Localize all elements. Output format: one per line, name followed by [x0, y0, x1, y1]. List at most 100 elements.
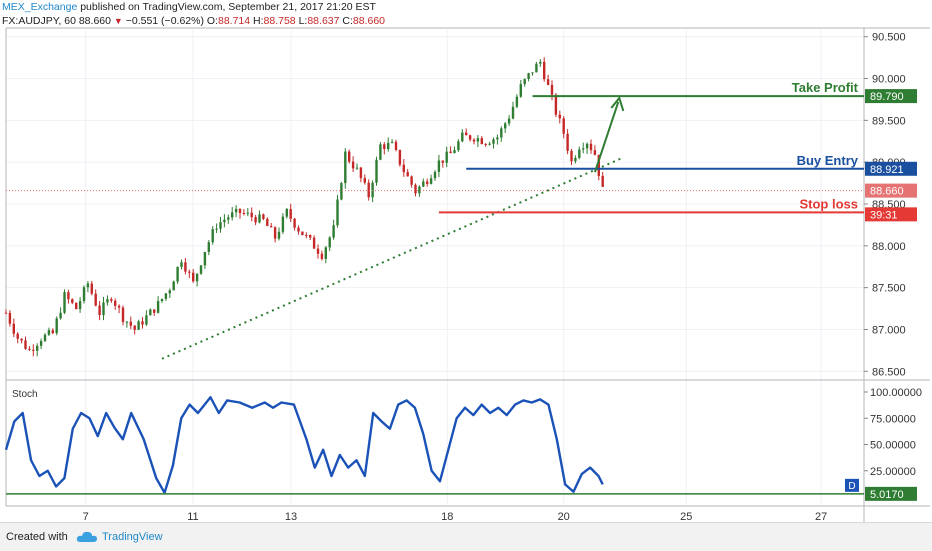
candle-body: [570, 150, 573, 162]
candle-body: [12, 323, 15, 334]
candle-body: [78, 301, 82, 310]
stoch-series: Stoch: [4, 389, 864, 495]
candle-body: [328, 237, 331, 248]
candle-body: [258, 214, 261, 223]
published-text: published on TradingView.com, September …: [77, 1, 376, 13]
candle-body: [145, 315, 148, 325]
candles-series: [4, 57, 604, 357]
candle-body: [422, 181, 425, 187]
candle-body: [289, 209, 292, 219]
candle-body: [429, 178, 433, 184]
candle-body: [367, 182, 370, 198]
candle-body: [234, 208, 238, 213]
stoch-panel-bg: [6, 382, 864, 505]
candle-body: [507, 118, 511, 124]
candle-body: [316, 248, 320, 254]
price-tick-label: 87.000: [872, 324, 906, 336]
candle-body: [511, 106, 515, 119]
candle-body: [301, 231, 304, 235]
last-price: 88.660: [78, 15, 111, 27]
stop-loss-price-tag: 39:31: [870, 209, 898, 221]
candle-body: [137, 321, 140, 330]
candle-body: [94, 293, 97, 306]
candle-body: [242, 212, 246, 214]
candle-body: [387, 142, 390, 150]
candle-body: [176, 266, 179, 282]
created-with-text: Created with: [6, 531, 68, 543]
price-axis: 90.50090.00089.50089.00088.50088.00087.5…: [864, 32, 917, 378]
candle-body: [585, 143, 589, 149]
time-tick-label: 7: [83, 511, 89, 522]
candle-body: [566, 133, 569, 151]
candle-body: [488, 143, 491, 145]
candle-body: [133, 325, 136, 330]
candle-body: [195, 273, 199, 282]
tradingview-link[interactable]: TradingView: [102, 531, 163, 543]
candle-body: [500, 128, 503, 138]
candle-body: [554, 94, 558, 115]
symbol-label[interactable]: FX:AUDJPY, 60: [2, 15, 76, 27]
candle-body: [254, 217, 257, 223]
candle-body: [273, 227, 277, 239]
candle-body: [519, 84, 522, 97]
open-label: O:: [206, 15, 218, 27]
candle-body: [82, 287, 86, 302]
candle-body: [8, 312, 12, 324]
candle-body: [43, 334, 47, 341]
candle-body: [207, 242, 210, 252]
candle-body: [379, 144, 382, 160]
candle-body: [71, 299, 74, 303]
time-tick-label: 11: [187, 511, 198, 522]
candle-body: [472, 139, 476, 142]
candle-body: [480, 138, 483, 144]
price-tick-label: 86.500: [872, 366, 906, 378]
candle-body: [86, 283, 90, 288]
candle-body: [168, 290, 171, 294]
candle-body: [550, 84, 554, 95]
candle-body: [394, 141, 398, 150]
candle-body: [390, 141, 394, 143]
take-profit-price-tag: 89.790: [870, 91, 904, 103]
candle-body: [188, 271, 191, 273]
candle-body: [246, 212, 249, 214]
candle-body: [597, 154, 600, 176]
candle-body: [320, 253, 324, 259]
candle-body: [47, 330, 51, 335]
buy-entry-price-tag: 88.921: [870, 164, 904, 176]
candle-body: [90, 283, 93, 294]
time-tick-label: 20: [558, 511, 570, 522]
candle-body: [355, 167, 359, 169]
price-change: −0.551 (−0.62%): [125, 15, 204, 27]
candle-body: [546, 79, 550, 85]
candle-body: [457, 141, 460, 151]
candle-body: [515, 96, 519, 107]
stoch-title: Stoch: [12, 389, 38, 400]
candle-body: [465, 132, 468, 136]
candle-body: [238, 208, 242, 213]
candle-body: [67, 292, 70, 300]
close-label: C:: [342, 15, 353, 27]
candle-body: [211, 229, 214, 243]
candle-body: [582, 148, 585, 150]
current-price-tag: 88.660: [870, 186, 904, 198]
candle-body: [523, 79, 526, 85]
candle-body: [426, 181, 429, 184]
candle-body: [219, 222, 222, 229]
candle-body: [601, 175, 604, 187]
candle-body: [406, 172, 409, 177]
candle-body: [149, 309, 152, 316]
close-value: 88.660: [352, 15, 386, 27]
candle-body: [496, 137, 499, 140]
candle-body: [324, 247, 327, 259]
candle-body: [305, 234, 308, 236]
candle-body: [348, 151, 351, 162]
author-link[interactable]: MEX_Exchange: [2, 1, 78, 13]
down-arrow-icon: ▼: [113, 16, 123, 26]
candle-body: [106, 299, 109, 303]
candle-body: [312, 237, 316, 249]
candle-body: [36, 345, 39, 351]
candle-body: [102, 302, 105, 316]
candle-body: [223, 219, 226, 223]
candle-body: [578, 149, 581, 158]
time-axis: 7 11 13 18 20 25 27: [83, 511, 828, 522]
